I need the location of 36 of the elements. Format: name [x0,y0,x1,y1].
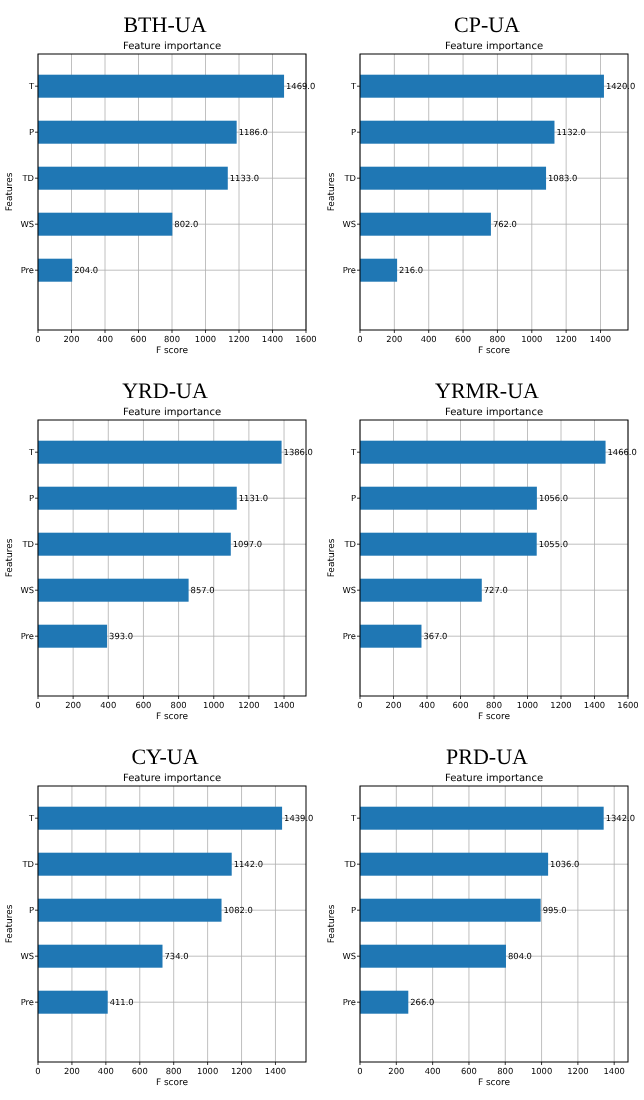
bar [38,898,222,922]
bar [360,440,606,464]
chart-title: PRD-UA [446,746,529,770]
bar [38,74,285,98]
bar [360,532,537,556]
chart-title: YRMR-UA [435,380,540,404]
bar [38,120,237,144]
bar [360,212,491,236]
bar [38,944,163,968]
bar [360,258,398,282]
bar [38,258,73,282]
bar [38,806,283,830]
chart-title: BTH-UA [123,14,207,38]
bar [360,990,409,1014]
bar [38,440,282,464]
chart-title: YRD-UA [122,380,208,404]
bar [360,806,604,830]
bar [38,212,173,236]
bar [38,990,108,1014]
bar [360,74,604,98]
bar [38,578,189,602]
bar [38,624,108,648]
chart-title: CP-UA [453,14,521,38]
bar [360,578,482,602]
bar [360,852,549,876]
chart-title: CY-UA [131,746,199,770]
bar [38,532,231,556]
bar [360,120,555,144]
bar [360,624,422,648]
bar [38,486,237,510]
bar [360,486,537,510]
bar [360,898,541,922]
bar [360,166,547,190]
bar [360,944,506,968]
bar [38,852,232,876]
bar [38,166,228,190]
